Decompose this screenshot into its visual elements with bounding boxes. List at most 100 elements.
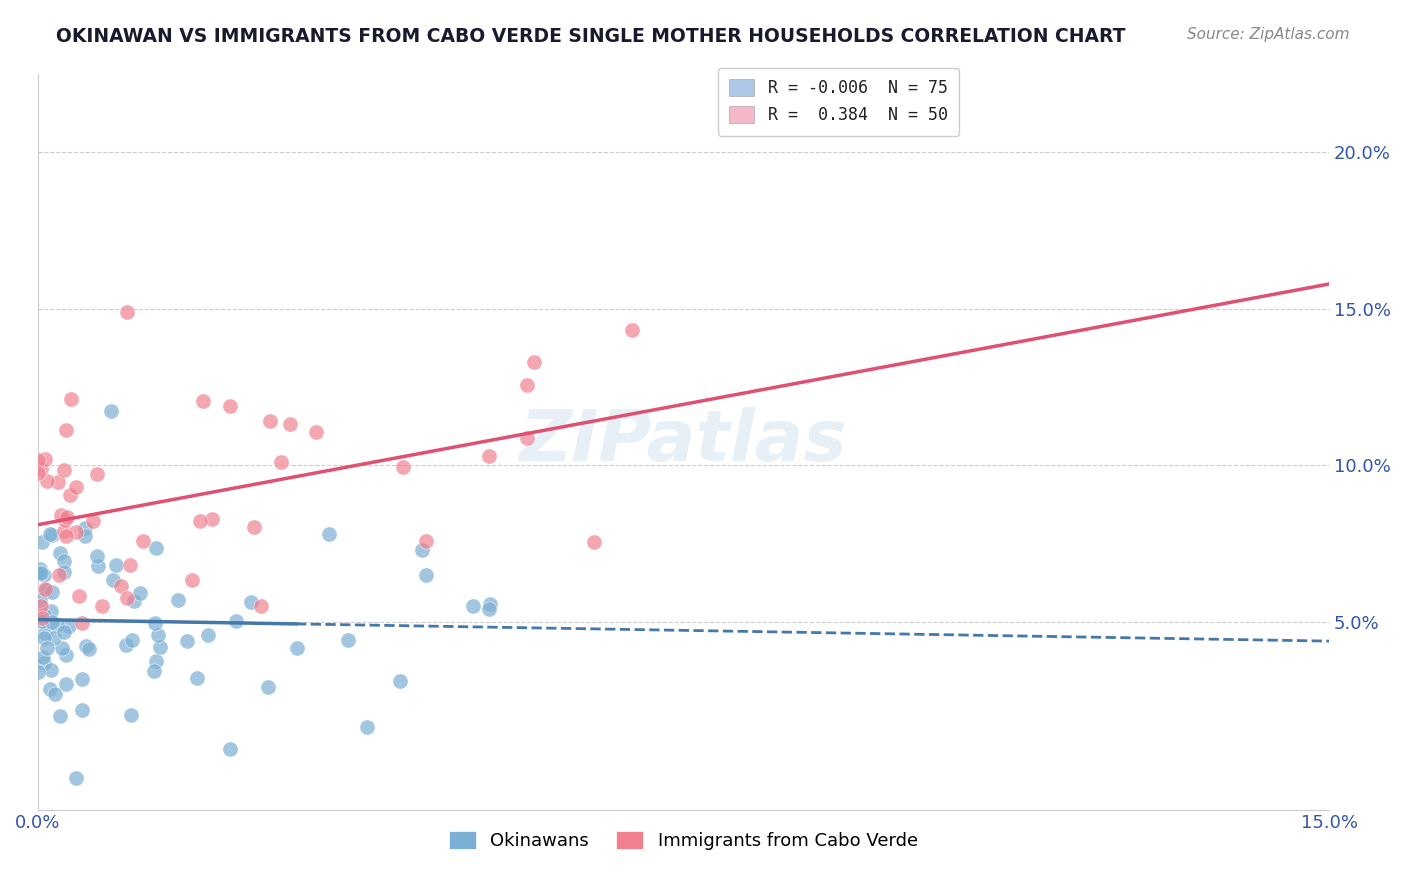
- Point: [44, 686, 66, 700]
- Point: [38, 526, 60, 541]
- Point: [305, 425, 328, 440]
- Point: [122, 593, 145, 607]
- Point: [219, 399, 242, 413]
- Point: [30, 593, 52, 607]
- Point: [67, 589, 90, 603]
- Point: [55, 423, 77, 437]
- Point: [48, 709, 70, 723]
- Point: [35, 640, 58, 655]
- Text: ZIPatlas: ZIPatlas: [520, 408, 846, 476]
- Point: [53, 624, 76, 639]
- Point: [240, 595, 263, 609]
- Point: [411, 542, 433, 557]
- Point: [27, 466, 49, 480]
- Point: [41, 615, 63, 629]
- Point: [280, 417, 302, 432]
- Point: [28, 566, 51, 581]
- Point: [52, 554, 75, 568]
- Point: [53, 513, 76, 527]
- Point: [70, 672, 93, 686]
- Point: [415, 533, 437, 548]
- Point: [58, 619, 80, 633]
- Point: [148, 628, 170, 642]
- Point: [70, 615, 93, 630]
- Point: [201, 512, 224, 526]
- Point: [257, 680, 280, 694]
- Point: [415, 568, 437, 582]
- Point: [461, 599, 484, 614]
- Point: [60, 392, 83, 406]
- Point: [516, 431, 538, 445]
- Point: [31, 610, 53, 624]
- Point: [145, 654, 167, 668]
- Point: [120, 558, 142, 573]
- Point: [77, 641, 100, 656]
- Point: [121, 632, 143, 647]
- Point: [34, 625, 56, 640]
- Point: [516, 377, 538, 392]
- Point: [52, 463, 75, 477]
- Point: [117, 304, 139, 318]
- Point: [51, 641, 73, 656]
- Point: [392, 460, 415, 475]
- Point: [55, 529, 77, 543]
- Point: [72, 703, 94, 717]
- Point: [132, 534, 155, 549]
- Point: [115, 638, 138, 652]
- Point: [105, 558, 128, 573]
- Point: [145, 541, 167, 555]
- Point: [75, 640, 97, 654]
- Point: [336, 633, 359, 648]
- Point: [32, 631, 55, 645]
- Point: [318, 527, 340, 541]
- Point: [48, 567, 70, 582]
- Point: [38, 681, 60, 696]
- Point: [388, 674, 411, 689]
- Text: Source: ZipAtlas.com: Source: ZipAtlas.com: [1187, 27, 1350, 42]
- Point: [90, 599, 112, 613]
- Point: [270, 454, 292, 468]
- Point: [46, 618, 69, 632]
- Point: [39, 663, 62, 677]
- Point: [31, 650, 53, 665]
- Point: [27, 665, 49, 679]
- Point: [197, 628, 219, 642]
- Point: [30, 566, 52, 581]
- Point: [188, 514, 211, 528]
- Point: [55, 648, 77, 662]
- Point: [52, 565, 75, 579]
- Point: [65, 524, 87, 539]
- Point: [30, 462, 52, 476]
- Point: [523, 355, 546, 369]
- Point: [46, 475, 69, 489]
- Point: [478, 449, 501, 463]
- Point: [120, 708, 142, 723]
- Point: [287, 640, 309, 655]
- Point: [35, 475, 58, 489]
- Point: [82, 514, 104, 528]
- Point: [52, 524, 75, 538]
- Point: [219, 741, 242, 756]
- Point: [51, 508, 73, 522]
- Point: [259, 413, 281, 427]
- Point: [86, 467, 108, 481]
- Point: [149, 640, 172, 654]
- Point: [55, 676, 77, 690]
- Point: [34, 452, 56, 467]
- Point: [100, 403, 122, 417]
- Point: [65, 771, 87, 785]
- Point: [115, 591, 138, 606]
- Point: [128, 586, 150, 600]
- Point: [167, 593, 190, 607]
- Point: [142, 664, 165, 678]
- Point: [30, 599, 52, 613]
- Point: [110, 579, 132, 593]
- Point: [191, 394, 214, 409]
- Point: [73, 529, 96, 543]
- Point: [583, 535, 606, 549]
- Point: [32, 568, 55, 582]
- Point: [41, 528, 63, 542]
- Point: [181, 574, 204, 588]
- Point: [249, 599, 271, 613]
- Point: [31, 614, 53, 628]
